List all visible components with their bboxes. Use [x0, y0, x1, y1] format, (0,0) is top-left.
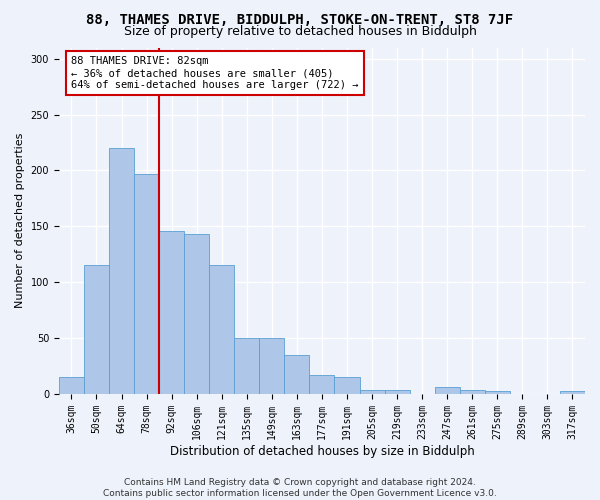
- Bar: [134, 174, 159, 394]
- Bar: [184, 234, 209, 394]
- Bar: [259, 338, 284, 394]
- X-axis label: Distribution of detached houses by size in Biddulph: Distribution of detached houses by size …: [170, 444, 475, 458]
- Bar: [284, 355, 310, 394]
- Bar: [485, 390, 510, 394]
- Text: Contains HM Land Registry data © Crown copyright and database right 2024.
Contai: Contains HM Land Registry data © Crown c…: [103, 478, 497, 498]
- Text: 88, THAMES DRIVE, BIDDULPH, STOKE-ON-TRENT, ST8 7JF: 88, THAMES DRIVE, BIDDULPH, STOKE-ON-TRE…: [86, 12, 514, 26]
- Text: Size of property relative to detached houses in Biddulph: Size of property relative to detached ho…: [124, 25, 476, 38]
- Bar: [434, 388, 460, 394]
- Bar: [234, 338, 259, 394]
- Bar: [334, 377, 359, 394]
- Bar: [159, 231, 184, 394]
- Bar: [209, 266, 234, 394]
- Bar: [385, 390, 410, 394]
- Bar: [84, 266, 109, 394]
- Bar: [359, 390, 385, 394]
- Bar: [310, 375, 334, 394]
- Bar: [560, 390, 585, 394]
- Bar: [460, 390, 485, 394]
- Text: 88 THAMES DRIVE: 82sqm
← 36% of detached houses are smaller (405)
64% of semi-de: 88 THAMES DRIVE: 82sqm ← 36% of detached…: [71, 56, 359, 90]
- Bar: [59, 377, 84, 394]
- Y-axis label: Number of detached properties: Number of detached properties: [15, 133, 25, 308]
- Bar: [109, 148, 134, 394]
